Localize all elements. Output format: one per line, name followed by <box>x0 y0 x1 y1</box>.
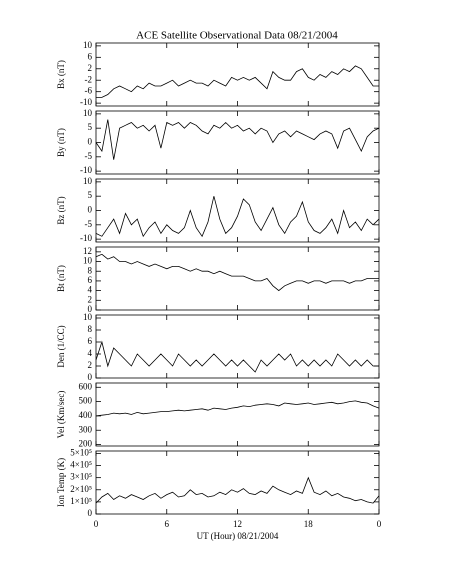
y-tick-label: 6 <box>88 51 93 61</box>
x-tick-label: 18 <box>304 519 314 529</box>
y-tick-label: 10 <box>83 40 93 50</box>
y-axis-label: Vel (Km/sec) <box>56 391 66 439</box>
y-tick-label: 10 <box>83 108 93 118</box>
y-tick-label: -10 <box>80 97 92 107</box>
y-tick-label: 10 <box>83 176 93 186</box>
y-tick-label: 0 <box>88 372 93 382</box>
y-tick-label: -10 <box>80 233 92 243</box>
y-tick-label: 10 <box>83 312 93 322</box>
y-axis-label: Den (1/CC) <box>56 325 66 367</box>
chart-title: ACE Satellite Observational Data 08/21/2… <box>136 30 338 42</box>
panel-frame <box>95 246 380 311</box>
y-tick-label: 10 <box>83 256 93 266</box>
data-line <box>95 119 380 160</box>
y-tick-label: 8 <box>88 265 93 275</box>
panel-frame <box>95 42 380 107</box>
y-tick-label: 300 <box>79 424 93 434</box>
y-axis-label: Bt (nT) <box>56 265 66 292</box>
data-line <box>95 340 379 373</box>
data-line <box>95 476 380 504</box>
y-tick-label: 5×10⁵ <box>70 447 92 457</box>
y-axis-label: Bx (nT) <box>56 60 66 89</box>
y-tick-label: -2 <box>85 74 93 84</box>
y-tick-label: 200 <box>79 439 93 449</box>
y-tick-label: -5 <box>85 151 93 161</box>
y-tick-label: -10 <box>80 165 92 175</box>
data-line <box>95 196 380 238</box>
y-tick-label: 4 <box>88 348 93 358</box>
panel-frame <box>95 178 380 243</box>
x-axis-label: UT (Hour) 08/21/2004 <box>197 531 279 541</box>
y-tick-label: 3×10⁵ <box>70 472 92 482</box>
y-tick-label: 6 <box>88 336 93 346</box>
x-tick-label: 6 <box>165 519 170 529</box>
y-tick-label: 600 <box>79 381 93 391</box>
y-tick-label: 8 <box>88 324 93 334</box>
y-tick-label: -5 <box>85 219 93 229</box>
data-line <box>95 400 380 417</box>
y-tick-label: 2×10⁵ <box>70 484 92 494</box>
y-tick-label: 2 <box>88 294 93 304</box>
y-tick-label: 1×10⁵ <box>70 496 92 506</box>
y-tick-label: 4 <box>88 285 93 295</box>
data-line <box>95 253 379 292</box>
y-tick-label: 5 <box>88 122 93 132</box>
y-tick-label: 0 <box>88 508 93 518</box>
panel-frame <box>95 314 380 379</box>
y-tick-label: 400 <box>79 410 93 420</box>
x-tick-label: 0 <box>377 519 382 529</box>
y-tick-label: 2 <box>88 63 93 73</box>
y-tick-label: 5 <box>88 190 93 200</box>
y-tick-label: 6 <box>88 275 93 285</box>
panel-frame <box>95 450 380 515</box>
y-tick-label: 12 <box>83 246 92 256</box>
panel-frame <box>95 110 380 175</box>
y-tick-label: 0 <box>88 205 93 215</box>
y-tick-label: -6 <box>85 86 93 96</box>
x-tick-label: 12 <box>233 519 242 529</box>
y-tick-label: 2 <box>88 360 93 370</box>
panel-frame <box>95 382 380 447</box>
y-tick-label: 500 <box>79 396 93 406</box>
x-tick-label: 0 <box>94 519 99 529</box>
y-tick-label: 0 <box>88 137 93 147</box>
y-axis-label: By (nT) <box>56 128 66 157</box>
y-axis-label: Ion Temp (K) <box>56 458 66 507</box>
y-axis-label: Bz (nT) <box>56 196 66 224</box>
data-line <box>96 65 379 98</box>
y-tick-label: 0 <box>88 304 93 314</box>
y-tick-label: 4×10⁵ <box>70 460 92 470</box>
